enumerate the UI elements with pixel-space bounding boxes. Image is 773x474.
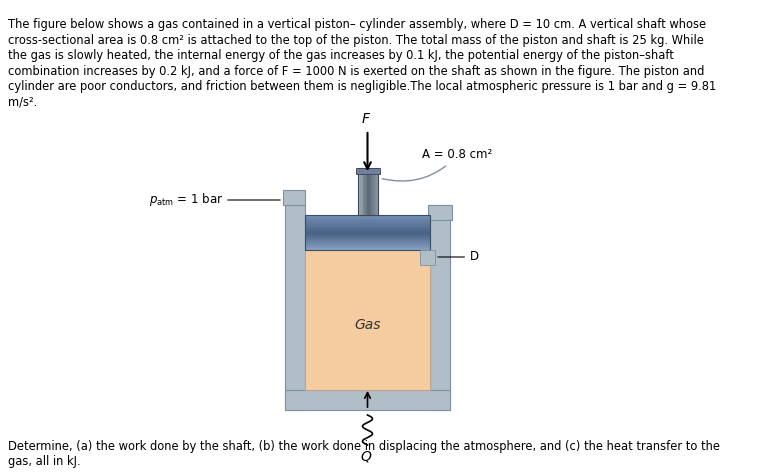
Bar bbox=[305, 238, 430, 240]
Bar bbox=[375, 168, 376, 215]
Bar bbox=[357, 168, 359, 215]
Bar bbox=[305, 215, 430, 250]
Bar bbox=[372, 168, 374, 215]
Bar bbox=[420, 250, 435, 265]
Bar bbox=[305, 231, 430, 233]
Bar bbox=[305, 245, 430, 247]
Bar bbox=[366, 168, 367, 215]
Bar bbox=[368, 168, 370, 215]
Bar bbox=[373, 168, 376, 215]
Bar bbox=[305, 219, 430, 221]
Bar bbox=[428, 205, 452, 220]
Bar bbox=[376, 168, 378, 215]
Bar bbox=[305, 229, 430, 231]
Text: The figure below shows a gas contained in a vertical piston– cylinder assembly, : The figure below shows a gas contained i… bbox=[8, 18, 706, 31]
Bar bbox=[359, 168, 361, 215]
Bar bbox=[367, 168, 369, 215]
Bar bbox=[305, 220, 430, 222]
Bar bbox=[285, 205, 305, 410]
Text: m/s².: m/s². bbox=[8, 95, 37, 109]
Bar bbox=[305, 248, 430, 250]
Bar bbox=[305, 241, 430, 244]
Bar bbox=[305, 224, 430, 226]
Bar bbox=[305, 233, 430, 235]
Bar bbox=[430, 205, 450, 410]
Text: $p_{\mathrm{atm}}$ = 1 bar: $p_{\mathrm{atm}}$ = 1 bar bbox=[148, 191, 223, 209]
Bar bbox=[305, 243, 430, 245]
Bar bbox=[305, 239, 430, 242]
Bar bbox=[357, 168, 377, 215]
Text: cross-sectional area is 0.8 cm² is attached to the top of the piston. The total : cross-sectional area is 0.8 cm² is attac… bbox=[8, 34, 704, 46]
Bar bbox=[360, 168, 362, 215]
Bar bbox=[283, 190, 305, 205]
Text: cylinder are poor conductors, and friction between them is negligible.The local : cylinder are poor conductors, and fricti… bbox=[8, 80, 717, 93]
Bar bbox=[371, 168, 373, 215]
Text: A = 0.8 cm²: A = 0.8 cm² bbox=[382, 148, 492, 181]
Bar bbox=[305, 222, 430, 224]
Text: D: D bbox=[438, 250, 479, 264]
Bar bbox=[305, 226, 430, 228]
Bar bbox=[305, 215, 430, 217]
Bar bbox=[305, 217, 430, 219]
Text: combination increases by 0.2 kJ, and a force of F = 1000 N is exerted on the sha: combination increases by 0.2 kJ, and a f… bbox=[8, 64, 704, 78]
Bar bbox=[305, 250, 430, 390]
Bar bbox=[285, 390, 450, 410]
Bar bbox=[356, 168, 380, 174]
Text: Q: Q bbox=[360, 450, 371, 464]
Bar bbox=[305, 236, 430, 238]
Text: the gas is slowly heated, the internal energy of the gas increases by 0.1 kJ, th: the gas is slowly heated, the internal e… bbox=[8, 49, 674, 62]
Bar bbox=[305, 227, 430, 229]
Text: Gas: Gas bbox=[354, 318, 381, 332]
Bar bbox=[362, 168, 363, 215]
Bar bbox=[363, 168, 365, 215]
Text: gas, all in kJ.: gas, all in kJ. bbox=[8, 456, 80, 468]
Bar bbox=[369, 168, 371, 215]
Bar bbox=[305, 234, 430, 237]
Bar bbox=[364, 168, 366, 215]
Text: Determine, (a) the work done by the shaft, (b) the work done in displacing the a: Determine, (a) the work done by the shaf… bbox=[8, 440, 720, 453]
Bar bbox=[305, 246, 430, 249]
Text: F: F bbox=[362, 112, 369, 126]
